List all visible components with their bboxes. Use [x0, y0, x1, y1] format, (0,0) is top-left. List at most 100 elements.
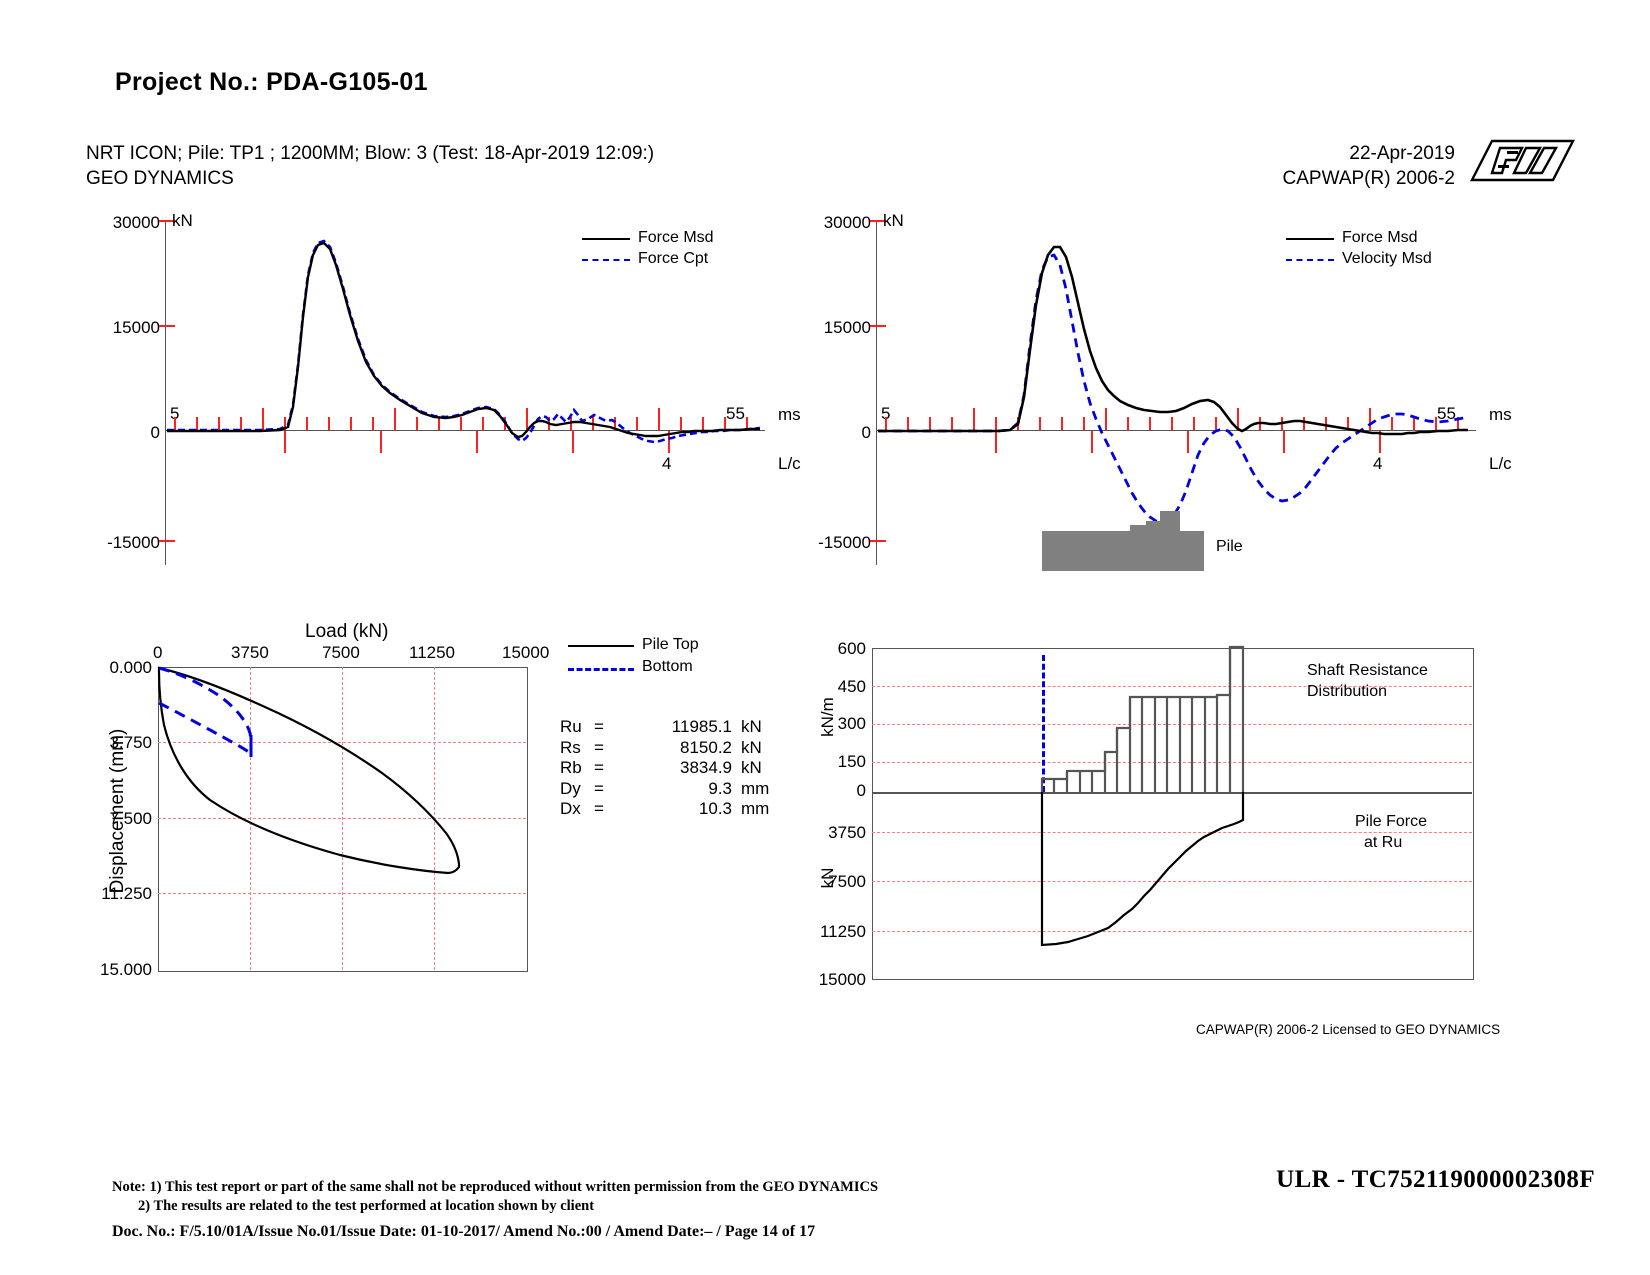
x-minor-tick	[1061, 417, 1064, 430]
result-value: 8150.2	[680, 737, 732, 757]
force-curves	[167, 239, 761, 444]
x-minor-tick	[438, 417, 441, 430]
results-table: Ru = 11985.1 kN Rs = 8150.2 kN Rb = 3834…	[560, 718, 769, 821]
x-minor-tick	[1083, 417, 1086, 430]
capwap-license-footer: CAPWAP(R) 2006-2 Licensed to GEO DYNAMIC…	[1196, 1022, 1501, 1037]
footer-note-2: 2) The results are related to the test p…	[138, 1198, 595, 1214]
bottom-unload-curve	[158, 701, 251, 755]
x-axis-unit-label: ms	[1489, 405, 1512, 424]
x-tick-start: 5	[170, 404, 180, 423]
plot-area	[872, 648, 1474, 980]
lc-tick	[1379, 431, 1382, 453]
x-minor-tick	[636, 417, 639, 430]
y-axis-unit-label: kN	[883, 211, 904, 230]
report-date: 22-Apr-2019	[1349, 143, 1455, 164]
x-minor-tick	[1149, 417, 1152, 430]
y-tick-7500: 7.500	[109, 809, 152, 828]
x-minor-tick	[1413, 417, 1416, 430]
lc-tick	[1283, 431, 1286, 453]
capwap-version: CAPWAP(R) 2006-2	[1282, 168, 1455, 189]
legend-line-force-cpt	[582, 259, 630, 261]
chart-force-velocity-msd: 30000 15000 0 -15000 kN 5 55 ms L/c 4 Fo…	[818, 205, 1538, 585]
test-info-line: NRT ICON; Pile: TP1 ; 1200MM; Blow: 3 (T…	[86, 143, 655, 164]
zero-baseline	[872, 792, 1472, 794]
result-symbol: Dx	[560, 799, 581, 818]
table-row: Rb = 3834.9 kN	[560, 759, 769, 780]
y-tick-0: 0	[861, 423, 871, 442]
table-row: Dy = 9.3 mm	[560, 779, 769, 801]
legend-label-pile-top: Pile Top	[642, 636, 699, 653]
x-major-tick	[658, 408, 661, 430]
lc-tick-4: 4	[1373, 454, 1383, 473]
force-msd-curve	[167, 241, 760, 439]
result-symbol: Ru	[560, 717, 582, 736]
bottom-curve	[158, 666, 253, 752]
grid-line-h	[872, 832, 1472, 833]
y-tick-300: 300	[837, 714, 866, 733]
y-tick-30000: 30000	[823, 213, 871, 232]
pile-diagram-body	[1042, 531, 1204, 571]
grid-line-h	[872, 686, 1472, 687]
y-axis-tick-mark	[870, 325, 886, 328]
x-minor-tick	[614, 417, 617, 430]
y-axis-tick-mark	[159, 540, 175, 543]
x-minor-tick	[885, 417, 888, 430]
plot-area	[158, 667, 528, 972]
x-minor-tick	[1303, 417, 1306, 430]
lc-tick	[668, 431, 671, 453]
x-minor-tick	[1435, 417, 1438, 430]
x-minor-tick	[1391, 417, 1394, 430]
x-minor-tick	[284, 417, 287, 430]
result-equals: =	[594, 717, 604, 736]
annotation-shaft-resistance: Shaft Resistance	[1307, 662, 1428, 679]
x-minor-tick	[482, 417, 485, 430]
pdi-logo-icon	[1470, 138, 1575, 183]
result-value: 11985.1	[671, 717, 732, 736]
legend-line-pile-top	[568, 645, 634, 647]
legend-label-bottom: Bottom	[642, 658, 693, 675]
velocity-msd-curve	[878, 253, 1469, 525]
result-unit: mm	[741, 799, 770, 818]
x-minor-tick	[702, 417, 705, 430]
x-minor-tick	[1347, 417, 1350, 430]
x-tick-0: 0	[153, 643, 163, 662]
x-tick-3750: 3750	[231, 643, 269, 662]
grid-line-h	[872, 762, 1472, 763]
annotation-distribution: Distribution	[1307, 683, 1388, 700]
y-tick-11250: 11.250	[101, 884, 152, 903]
x-minor-tick	[951, 417, 954, 430]
lc-tick	[1091, 431, 1094, 453]
ulr-reference: ULR - TC752119000002308F	[1276, 1166, 1595, 1193]
lc-tick	[1187, 431, 1190, 453]
x-minor-tick	[416, 417, 419, 430]
result-unit: kN	[741, 717, 762, 736]
x-major-tick	[526, 408, 529, 430]
x-minor-tick	[746, 417, 749, 430]
chart-load-displacement: Load (kN) 0 3750 7500 11250 15000 0.000 …	[90, 615, 699, 990]
lc-tick	[572, 431, 575, 453]
pile-top-curve	[157, 666, 461, 875]
load-displacement-curves	[157, 666, 461, 875]
pile-diagram-step-1	[1130, 525, 1146, 533]
result-equals: =	[594, 758, 604, 777]
pile-force-curve	[1040, 792, 1245, 947]
y-axis-unit-label: kN	[172, 211, 193, 230]
y-tick-600: 600	[837, 639, 866, 658]
lc-tick-4: 4	[662, 454, 672, 473]
y-tick-0: 0	[150, 423, 160, 442]
y-tick-11250: 11250	[819, 922, 866, 941]
x-minor-tick	[240, 417, 243, 430]
footer-notes: Note: 1) This test report or part of the…	[112, 1178, 878, 1216]
x-minor-tick	[1193, 417, 1196, 430]
x-minor-tick	[995, 417, 998, 430]
shaft-resistance-bars	[1040, 645, 1245, 947]
grid-line-v	[250, 667, 251, 970]
lc-axis-label: L/c	[1489, 454, 1512, 473]
y-tick-0: 0.000	[109, 658, 152, 677]
y-tick-15000: 15000	[112, 318, 160, 337]
y-tick-minus15000: -15000	[818, 533, 871, 552]
x-minor-tick	[306, 417, 309, 430]
x-minor-tick	[907, 417, 910, 430]
x-minor-tick	[196, 417, 199, 430]
x-tick-11250: 11250	[409, 643, 456, 662]
